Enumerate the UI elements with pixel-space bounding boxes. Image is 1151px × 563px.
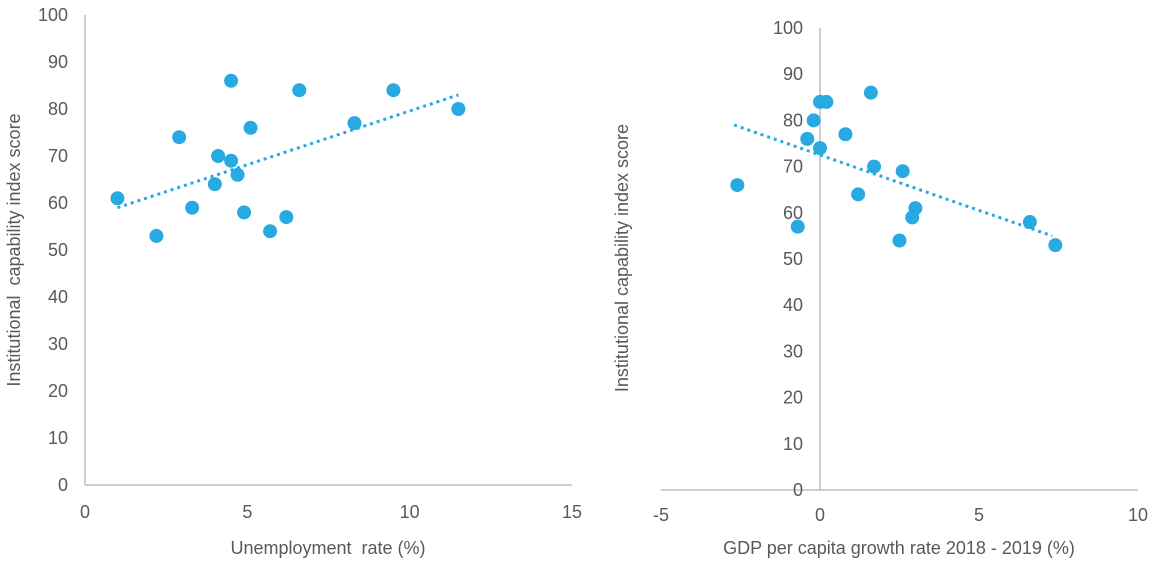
data-point xyxy=(867,159,882,174)
data-point xyxy=(172,130,187,145)
data-point xyxy=(730,178,745,193)
data-point xyxy=(224,153,239,168)
y-tick-label: 100 xyxy=(773,18,803,38)
y-axis-title: Institutional capability index score xyxy=(612,124,632,392)
trendline xyxy=(116,93,459,210)
data-point xyxy=(211,149,226,163)
y-tick-label: 90 xyxy=(48,52,68,72)
y-tick-label: 10 xyxy=(48,428,68,448)
data-point xyxy=(819,94,834,109)
trendline xyxy=(733,123,1053,238)
data-point xyxy=(790,219,805,234)
x-tick-label: -5 xyxy=(653,505,669,525)
y-tick-label: 40 xyxy=(48,287,68,307)
y-tick-label: 80 xyxy=(783,110,803,130)
chart-unemployment: 0 10 20 30 40 50 60 70 80 90 100 0 5 10 15 Unemployme… xyxy=(4,5,582,558)
y-tick-label: 30 xyxy=(48,334,68,354)
data-point xyxy=(800,131,815,146)
y-tick-label: 50 xyxy=(48,240,68,260)
data-point xyxy=(851,187,866,202)
data-point xyxy=(892,233,907,248)
x-tick-label: 10 xyxy=(400,502,420,522)
x-axis-title: Unemployment rate (%) xyxy=(230,538,425,558)
data-point xyxy=(347,116,362,131)
data-point xyxy=(838,127,853,142)
x-tick-label: 0 xyxy=(80,502,90,522)
y-tick-labels: 0 10 20 30 40 50 60 70 80 90 100 xyxy=(38,5,68,495)
data-point xyxy=(813,141,827,156)
x-tick-label: 5 xyxy=(242,502,252,522)
y-tick-label: 60 xyxy=(783,203,803,223)
x-tick-label: 0 xyxy=(815,505,825,525)
y-tick-label: 0 xyxy=(58,475,68,495)
x-tick-label: 10 xyxy=(1128,505,1148,525)
x-tick-label: 5 xyxy=(974,505,984,525)
x-tick-label: 15 xyxy=(562,502,582,522)
y-tick-label: 20 xyxy=(48,381,68,401)
data-points xyxy=(730,85,1063,253)
y-tick-label: 20 xyxy=(783,388,803,408)
y-tick-label: 60 xyxy=(48,193,68,213)
x-axis-title: GDP per capita growth rate 2018 - 2019 (… xyxy=(723,538,1075,558)
y-tick-label: 70 xyxy=(783,157,803,177)
y-tick-labels: 0 10 20 30 40 50 60 70 80 90 100 xyxy=(773,18,803,500)
x-tick-labels: -5 0 5 10 xyxy=(653,505,1148,525)
data-point xyxy=(1022,215,1037,230)
y-tick-label: 90 xyxy=(783,64,803,84)
y-tick-label: 10 xyxy=(783,434,803,454)
data-point xyxy=(237,205,252,220)
data-point xyxy=(806,113,821,128)
data-point xyxy=(243,120,258,135)
data-point xyxy=(230,167,245,182)
data-point xyxy=(895,164,910,179)
data-point xyxy=(451,102,466,116)
y-tick-label: 0 xyxy=(793,480,803,500)
data-points xyxy=(110,73,466,243)
y-tick-label: 50 xyxy=(783,249,803,269)
chart-gdp-growth: 0 10 20 30 40 50 60 70 80 90 100 -5 0 5 10 GDP per ca… xyxy=(612,18,1148,558)
data-point xyxy=(207,177,222,192)
data-point xyxy=(185,200,200,215)
data-point xyxy=(292,83,307,98)
data-point xyxy=(908,201,923,216)
data-point xyxy=(1048,238,1063,253)
x-tick-labels: 0 5 10 15 xyxy=(80,502,582,522)
data-point xyxy=(110,191,125,206)
y-tick-label: 40 xyxy=(783,295,803,315)
data-point xyxy=(224,73,239,88)
y-axis-title: Institutional capability index score xyxy=(4,113,24,386)
y-tick-label: 30 xyxy=(783,341,803,361)
data-point xyxy=(386,83,401,98)
data-point xyxy=(149,228,164,243)
y-tick-label: 80 xyxy=(48,99,68,119)
data-point xyxy=(863,85,878,100)
data-point xyxy=(263,224,278,239)
data-point xyxy=(279,210,294,225)
y-tick-label: 70 xyxy=(48,146,68,166)
y-tick-label: 100 xyxy=(38,5,68,25)
